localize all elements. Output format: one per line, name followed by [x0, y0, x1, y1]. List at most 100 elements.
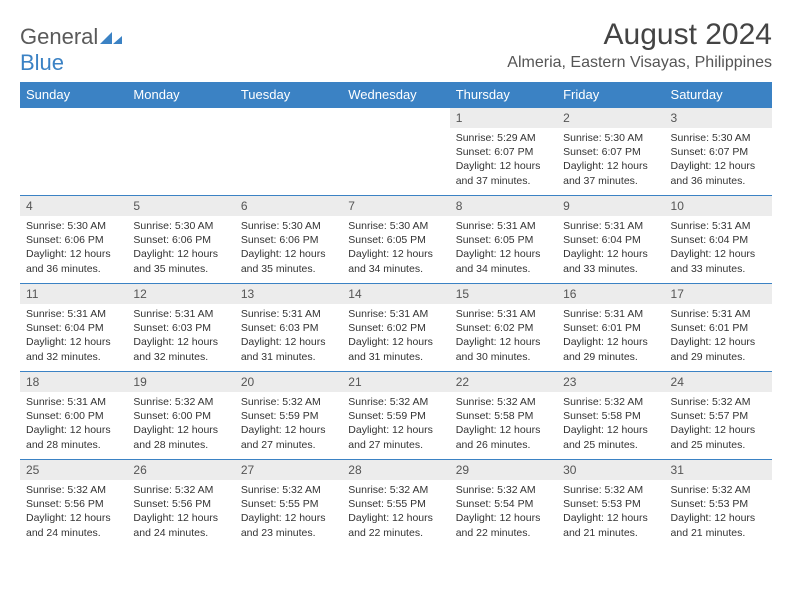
day-details: Sunrise: 5:30 AMSunset: 6:07 PMDaylight:… — [665, 128, 772, 192]
day-number: 8 — [450, 196, 557, 216]
detail-line-sunrise: Sunrise: 5:32 AM — [456, 483, 551, 497]
detail-line-sunset: Sunset: 6:05 PM — [456, 233, 551, 247]
day-details: Sunrise: 5:31 AMSunset: 6:01 PMDaylight:… — [665, 304, 772, 368]
header: General Blue August 2024 Almeria, Easter… — [20, 18, 772, 76]
day-number: 6 — [235, 196, 342, 216]
day-details: Sunrise: 5:32 AMSunset: 5:59 PMDaylight:… — [235, 392, 342, 456]
calendar-day-cell: 20Sunrise: 5:32 AMSunset: 5:59 PMDayligh… — [235, 372, 342, 460]
detail-line-daylight1: Daylight: 12 hours — [133, 335, 228, 349]
detail-line-daylight2: and 35 minutes. — [241, 262, 336, 276]
day-details: Sunrise: 5:32 AMSunset: 5:58 PMDaylight:… — [450, 392, 557, 456]
detail-line-sunset: Sunset: 6:02 PM — [456, 321, 551, 335]
day-number: 30 — [557, 460, 664, 480]
day-number: 22 — [450, 372, 557, 392]
logo: General Blue — [20, 18, 122, 76]
detail-line-daylight1: Daylight: 12 hours — [563, 511, 658, 525]
day-details: Sunrise: 5:32 AMSunset: 5:53 PMDaylight:… — [557, 480, 664, 544]
day-number: 13 — [235, 284, 342, 304]
calendar-day-cell: 4Sunrise: 5:30 AMSunset: 6:06 PMDaylight… — [20, 196, 127, 284]
detail-line-sunset: Sunset: 5:55 PM — [348, 497, 443, 511]
detail-line-daylight1: Daylight: 12 hours — [563, 247, 658, 261]
detail-line-sunrise: Sunrise: 5:31 AM — [671, 307, 766, 321]
detail-line-daylight1: Daylight: 12 hours — [348, 423, 443, 437]
day-number: 28 — [342, 460, 449, 480]
detail-line-daylight2: and 37 minutes. — [456, 174, 551, 188]
detail-line-daylight1: Daylight: 12 hours — [563, 335, 658, 349]
detail-line-sunset: Sunset: 6:07 PM — [456, 145, 551, 159]
detail-line-sunrise: Sunrise: 5:32 AM — [241, 395, 336, 409]
detail-line-sunset: Sunset: 6:05 PM — [348, 233, 443, 247]
day-number: 1 — [450, 108, 557, 128]
day-details: Sunrise: 5:32 AMSunset: 5:56 PMDaylight:… — [20, 480, 127, 544]
calendar-day-cell: 22Sunrise: 5:32 AMSunset: 5:58 PMDayligh… — [450, 372, 557, 460]
day-number: 20 — [235, 372, 342, 392]
title-block: August 2024 Almeria, Eastern Visayas, Ph… — [507, 18, 772, 72]
calendar-day-cell: 9Sunrise: 5:31 AMSunset: 6:04 PMDaylight… — [557, 196, 664, 284]
day-number: 2 — [557, 108, 664, 128]
day-details: Sunrise: 5:32 AMSunset: 5:55 PMDaylight:… — [235, 480, 342, 544]
day-details: Sunrise: 5:31 AMSunset: 6:02 PMDaylight:… — [450, 304, 557, 368]
logo-text-general: General — [20, 24, 98, 49]
detail-line-sunrise: Sunrise: 5:31 AM — [133, 307, 228, 321]
day-number: 26 — [127, 460, 234, 480]
calendar-day-cell: 27Sunrise: 5:32 AMSunset: 5:55 PMDayligh… — [235, 460, 342, 548]
detail-line-sunrise: Sunrise: 5:31 AM — [348, 307, 443, 321]
detail-line-daylight2: and 26 minutes. — [456, 438, 551, 452]
detail-line-sunset: Sunset: 6:06 PM — [26, 233, 121, 247]
detail-line-daylight1: Daylight: 12 hours — [241, 511, 336, 525]
detail-line-sunrise: Sunrise: 5:29 AM — [456, 131, 551, 145]
detail-line-sunset: Sunset: 5:58 PM — [563, 409, 658, 423]
detail-line-sunrise: Sunrise: 5:31 AM — [456, 219, 551, 233]
day-details: Sunrise: 5:32 AMSunset: 5:57 PMDaylight:… — [665, 392, 772, 456]
detail-line-daylight1: Daylight: 12 hours — [241, 247, 336, 261]
detail-line-daylight1: Daylight: 12 hours — [456, 423, 551, 437]
day-number: 17 — [665, 284, 772, 304]
calendar-day-cell — [235, 108, 342, 196]
detail-line-daylight2: and 24 minutes. — [26, 526, 121, 540]
month-title: August 2024 — [507, 18, 772, 52]
detail-line-daylight2: and 25 minutes. — [563, 438, 658, 452]
weekday-header: Sunday — [20, 82, 127, 108]
detail-line-sunset: Sunset: 5:59 PM — [241, 409, 336, 423]
detail-line-daylight1: Daylight: 12 hours — [241, 335, 336, 349]
day-number: 23 — [557, 372, 664, 392]
detail-line-daylight2: and 37 minutes. — [563, 174, 658, 188]
calendar-day-cell — [20, 108, 127, 196]
detail-line-daylight2: and 34 minutes. — [456, 262, 551, 276]
detail-line-sunset: Sunset: 6:04 PM — [671, 233, 766, 247]
logo-text-blue: Blue — [20, 50, 64, 75]
detail-line-sunrise: Sunrise: 5:31 AM — [671, 219, 766, 233]
detail-line-daylight2: and 31 minutes. — [348, 350, 443, 364]
day-details: Sunrise: 5:30 AMSunset: 6:07 PMDaylight:… — [557, 128, 664, 192]
day-number: 16 — [557, 284, 664, 304]
detail-line-sunset: Sunset: 6:04 PM — [26, 321, 121, 335]
detail-line-sunset: Sunset: 6:03 PM — [133, 321, 228, 335]
day-details: Sunrise: 5:30 AMSunset: 6:05 PMDaylight:… — [342, 216, 449, 280]
day-number: 11 — [20, 284, 127, 304]
detail-line-daylight2: and 33 minutes. — [671, 262, 766, 276]
detail-line-sunset: Sunset: 5:58 PM — [456, 409, 551, 423]
day-details: Sunrise: 5:31 AMSunset: 6:04 PMDaylight:… — [665, 216, 772, 280]
detail-line-daylight1: Daylight: 12 hours — [456, 335, 551, 349]
detail-line-sunrise: Sunrise: 5:32 AM — [456, 395, 551, 409]
detail-line-sunset: Sunset: 6:02 PM — [348, 321, 443, 335]
day-details: Sunrise: 5:29 AMSunset: 6:07 PMDaylight:… — [450, 128, 557, 192]
detail-line-sunrise: Sunrise: 5:30 AM — [133, 219, 228, 233]
detail-line-daylight2: and 30 minutes. — [456, 350, 551, 364]
detail-line-sunrise: Sunrise: 5:30 AM — [563, 131, 658, 145]
day-details: Sunrise: 5:32 AMSunset: 5:56 PMDaylight:… — [127, 480, 234, 544]
day-details: Sunrise: 5:30 AMSunset: 6:06 PMDaylight:… — [235, 216, 342, 280]
detail-line-daylight1: Daylight: 12 hours — [456, 511, 551, 525]
detail-line-daylight2: and 21 minutes. — [671, 526, 766, 540]
day-details: Sunrise: 5:31 AMSunset: 6:05 PMDaylight:… — [450, 216, 557, 280]
detail-line-daylight1: Daylight: 12 hours — [26, 423, 121, 437]
day-number: 21 — [342, 372, 449, 392]
day-details: Sunrise: 5:32 AMSunset: 5:53 PMDaylight:… — [665, 480, 772, 544]
day-details: Sunrise: 5:32 AMSunset: 5:55 PMDaylight:… — [342, 480, 449, 544]
detail-line-sunrise: Sunrise: 5:32 AM — [26, 483, 121, 497]
detail-line-daylight2: and 22 minutes. — [456, 526, 551, 540]
day-details: Sunrise: 5:30 AMSunset: 6:06 PMDaylight:… — [20, 216, 127, 280]
detail-line-daylight1: Daylight: 12 hours — [133, 511, 228, 525]
day-number: 19 — [127, 372, 234, 392]
detail-line-sunrise: Sunrise: 5:32 AM — [348, 483, 443, 497]
